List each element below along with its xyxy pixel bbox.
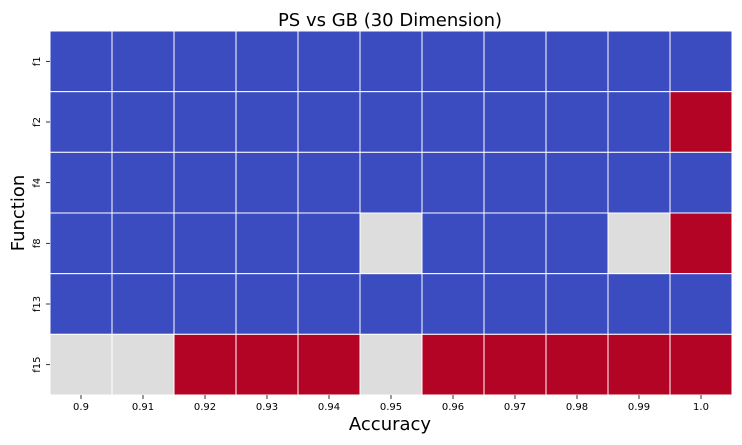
- heatmap-cell-f8-0.97: [483, 212, 547, 275]
- x-tick-label: 0.93: [256, 402, 278, 413]
- heatmap-cell-f13-0.98: [545, 273, 609, 335]
- heatmap-cell-f15-0.91: [111, 333, 175, 396]
- heatmap-cell-f1-0.96: [421, 30, 485, 93]
- heatmap-cell-f2-0.9: [49, 91, 113, 153]
- heatmap-cell-f15-0.92: [173, 333, 237, 396]
- heatmap-cell-f13-0.97: [483, 273, 547, 335]
- x-tick-label: 0.96: [442, 402, 464, 413]
- heatmap-cell-f2-0.93: [235, 91, 299, 153]
- heatmap-cell-f13-0.91: [111, 273, 175, 335]
- heatmap-cell-f15-0.99: [607, 333, 671, 396]
- heatmap-cell-f15-0.97: [483, 333, 547, 396]
- heatmap-cell-f2-0.98: [545, 91, 609, 153]
- heatmap-cell-f13-0.95: [359, 273, 423, 335]
- x-axis-ticks: 0.9 0.91 0.92 0.93 0.94 0.95 0.96 0.97 0.98 0.99 1…: [73, 395, 709, 413]
- heatmap-cell-f4-0.95: [359, 151, 423, 214]
- heatmap-cell-f4-0.98: [545, 151, 609, 214]
- x-tick-label: 0.91: [132, 402, 154, 413]
- heatmap-cell-f13-0.93: [235, 273, 299, 335]
- heatmap-cell-f1-0.94: [297, 30, 361, 93]
- heatmap-cell-f13-0.9: [49, 273, 113, 335]
- heatmap-cell-f2-0.94: [297, 91, 361, 153]
- heatmap-cell-f8-0.96: [421, 212, 485, 275]
- heatmap-cell-f4-0.91: [111, 151, 175, 214]
- x-tick-label: 0.92: [194, 402, 216, 413]
- heatmap-cell-f1-1.0: [669, 30, 733, 93]
- y-tick-label: f1: [32, 56, 43, 66]
- x-tick-label: 1.0: [693, 402, 709, 413]
- heatmap-cell-f2-1.0: [669, 91, 733, 153]
- chart-title: PS vs GB (30 Dimension): [278, 10, 502, 31]
- heatmap-cell-f2-0.97: [483, 91, 547, 153]
- y-tick-label: f2: [32, 117, 43, 127]
- x-tick-label: 0.99: [628, 402, 650, 413]
- x-tick-label: 0.95: [380, 402, 402, 413]
- heatmap-cell-f2-0.95: [359, 91, 423, 153]
- heatmap-cell-f2-0.99: [607, 91, 671, 153]
- heatmap-cell-f1-0.98: [545, 30, 609, 93]
- heatmap-cell-f13-0.92: [173, 273, 237, 335]
- x-tick-label: 0.9: [73, 402, 89, 413]
- heatmap-cell-f1-0.99: [607, 30, 671, 93]
- heatmap-cell-f8-0.91: [111, 212, 175, 275]
- y-axis-ticks: f1 f2 f4 f8 f13 f15: [32, 56, 50, 373]
- heatmap-cell-f4-0.96: [421, 151, 485, 214]
- heatmap-cell-f8-0.92: [173, 212, 237, 275]
- y-tick-label: f8: [32, 238, 43, 248]
- x-tick-label: 0.94: [318, 402, 340, 413]
- heatmap-cell-f4-0.94: [297, 151, 361, 214]
- heatmap-cell-f2-0.96: [421, 91, 485, 153]
- heatmap-cell-f4-0.97: [483, 151, 547, 214]
- heatmap-cell-f15-0.96: [421, 333, 485, 396]
- heatmap-cells: [49, 30, 733, 396]
- heatmap-cell-f2-0.92: [173, 91, 237, 153]
- heatmap-cell-f13-1.0: [669, 273, 733, 335]
- y-tick-label: f15: [32, 357, 43, 373]
- heatmap-cell-f8-0.93: [235, 212, 299, 275]
- heatmap-cell-f1-0.93: [235, 30, 299, 93]
- x-tick-label: 0.97: [504, 402, 526, 413]
- heatmap-cell-f2-0.91: [111, 91, 175, 153]
- heatmap-cell-f13-0.94: [297, 273, 361, 335]
- heatmap-cell-f15-0.93: [235, 333, 299, 396]
- heatmap-cell-f15-0.94: [297, 333, 361, 396]
- heatmap-cell-f1-0.95: [359, 30, 423, 93]
- heatmap-cell-f1-0.97: [483, 30, 547, 93]
- heatmap-cell-f8-0.95: [359, 212, 423, 275]
- heatmap-cell-f15-0.98: [545, 333, 609, 396]
- heatmap-cell-f4-0.9: [49, 151, 113, 214]
- heatmap-cell-f4-1.0: [669, 151, 733, 214]
- heatmap-cell-f15-0.95: [359, 333, 423, 396]
- heatmap-cell-f8-1.0: [669, 212, 733, 275]
- y-tick-label: f4: [32, 178, 43, 188]
- heatmap-cell-f1-0.92: [173, 30, 237, 93]
- heatmap-cell-f13-0.96: [421, 273, 485, 335]
- heatmap-cell-f15-1.0: [669, 333, 733, 396]
- heatmap-cell-f8-0.94: [297, 212, 361, 275]
- heatmap-cell-f15-0.9: [49, 333, 113, 396]
- y-axis-label: Function: [8, 175, 29, 252]
- heatmap-cell-f4-0.92: [173, 151, 237, 214]
- heatmap-cell-f8-0.98: [545, 212, 609, 275]
- heatmap-cell-f1-0.9: [49, 30, 113, 93]
- heatmap-cell-f4-0.99: [607, 151, 671, 214]
- heatmap-cell-f4-0.93: [235, 151, 299, 214]
- heatmap-cell-f13-0.99: [607, 273, 671, 335]
- heatmap-cell-f8-0.99: [607, 212, 671, 275]
- x-axis-label: Accuracy: [349, 414, 432, 435]
- x-tick-label: 0.98: [566, 402, 588, 413]
- y-tick-label: f13: [32, 296, 43, 312]
- heatmap-cell-f1-0.91: [111, 30, 175, 93]
- heatmap-cell-f8-0.9: [49, 212, 113, 275]
